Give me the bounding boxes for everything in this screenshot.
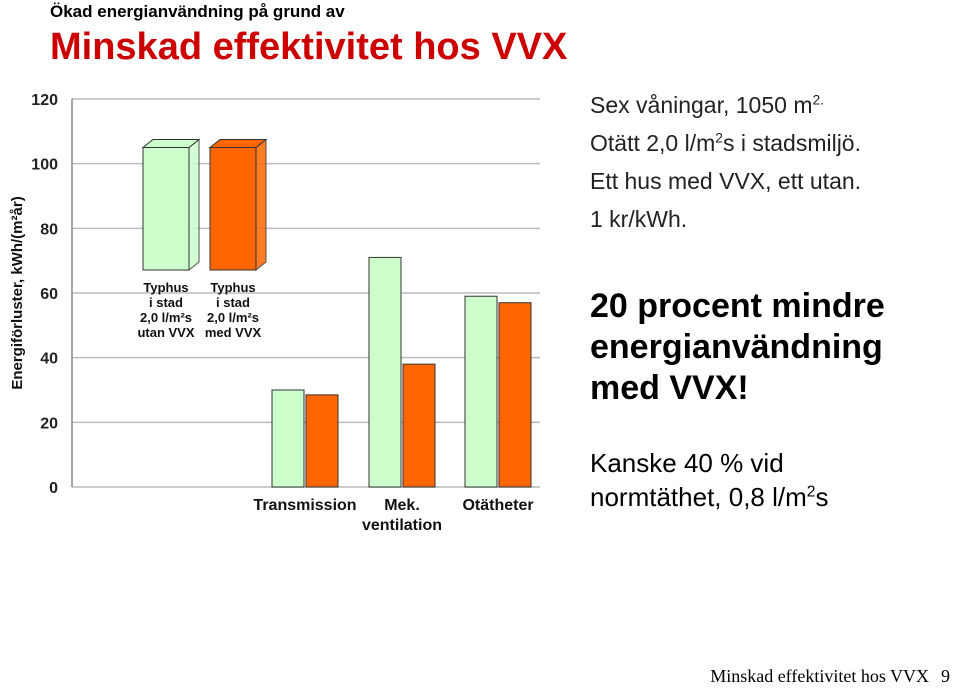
legend-label: med VVX bbox=[205, 325, 262, 340]
conclusion-text: 20 procent mindre energianvändning med V… bbox=[590, 287, 885, 407]
y-tick-label: 60 bbox=[40, 286, 58, 303]
y-tick-label: 20 bbox=[40, 415, 58, 432]
x-category-label: ventilation bbox=[362, 517, 442, 534]
facts-list: Sex våningar, 1050 m2. Otätt 2,0 l/m2s i… bbox=[590, 86, 861, 238]
legend-label: i stad bbox=[149, 295, 183, 310]
legend-label: 2,0 l/m²s bbox=[207, 310, 259, 325]
legend-label: Typhus bbox=[143, 280, 188, 295]
y-tick-label: 80 bbox=[40, 221, 58, 238]
note-text: Kanske 40 % vid normtäthet, 0,8 l/m2s bbox=[590, 448, 829, 512]
y-tick-label: 100 bbox=[31, 157, 58, 174]
legend-swatch-top bbox=[208, 139, 268, 148]
energy-loss-chart: 0 20 40 60 80 100 120 Energiförluster, kWh/(m²å… bbox=[9, 92, 540, 534]
y-tick-label: 40 bbox=[40, 351, 58, 368]
bar bbox=[368, 256, 402, 488]
supertitle: Ökad energianvändning på grund av bbox=[50, 2, 345, 21]
bar bbox=[498, 302, 532, 488]
legend-label: 2,0 l/m²s bbox=[140, 310, 192, 325]
page-title: Minskad effektivitet hos VVX bbox=[50, 26, 568, 68]
legend-label: utan VVX bbox=[137, 325, 194, 340]
y-tick-label: 120 bbox=[31, 92, 58, 109]
legend-swatch-side bbox=[255, 138, 267, 272]
legend-label: Typhus bbox=[210, 280, 255, 295]
y-axis-label: Energiförluster, kWh/(m²år) bbox=[9, 196, 26, 389]
legend-swatch-front bbox=[209, 147, 257, 271]
legend-swatch-top bbox=[141, 139, 201, 148]
bar bbox=[464, 295, 498, 488]
bar bbox=[305, 394, 339, 488]
footer-title: Minskad effektivitet hos VVX bbox=[710, 666, 929, 686]
bar bbox=[402, 363, 436, 488]
legend-swatch-side bbox=[188, 138, 200, 272]
footer: Minskad effektivitet hos VVX 9 bbox=[710, 666, 950, 687]
fact-leakage: Otätt 2,0 l/m2s i stadsmiljö. bbox=[590, 130, 861, 156]
bar bbox=[271, 389, 305, 488]
x-category-label: Otätheter bbox=[462, 497, 533, 514]
fact-price: 1 kr/kWh. bbox=[590, 206, 688, 232]
y-tick-label: 0 bbox=[49, 480, 58, 497]
legend-swatch-front bbox=[142, 147, 190, 271]
legend-label: i stad bbox=[216, 295, 250, 310]
fact-houses: Ett hus med VVX, ett utan. bbox=[590, 168, 862, 194]
x-category-label: Transmission bbox=[253, 497, 356, 514]
x-category-label: Mek. bbox=[384, 497, 420, 514]
fact-floors: Sex våningar, 1050 m2. bbox=[590, 92, 824, 118]
page-number: 9 bbox=[941, 666, 950, 686]
